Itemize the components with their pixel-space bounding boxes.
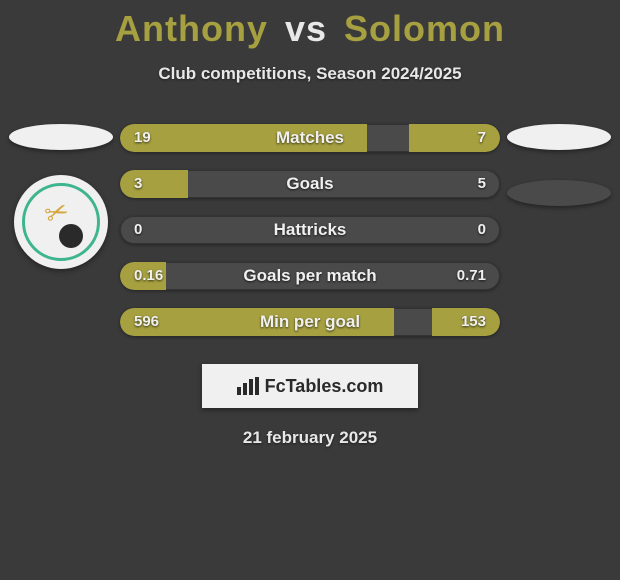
stat-label: Matches [120, 124, 500, 152]
player1-name: Anthony [115, 8, 268, 49]
stat-label: Hattricks [120, 216, 500, 244]
bar-chart-icon [237, 377, 259, 395]
club-logo-inner: ✂ [22, 183, 100, 261]
stat-label: Goals per match [120, 262, 500, 290]
stat-value-right: 7 [478, 124, 486, 152]
player1-avatar-oval [9, 124, 113, 150]
content-area: ✂ Matches19 7 Goals3 5 Hattricks0 0 Goals per … [0, 124, 620, 448]
subtitle: Club competitions, Season 2024/2025 [0, 64, 620, 84]
stat-value-left: 19 [134, 124, 151, 152]
stat-label: Goals [120, 170, 500, 198]
stat-row: Matches19 7 [120, 124, 500, 152]
brand-text: FcTables.com [265, 376, 384, 397]
stat-value-left: 0 [134, 216, 142, 244]
stat-row: Hattricks0 0 [120, 216, 500, 244]
player2-name: Solomon [344, 8, 505, 49]
stat-value-right: 0 [478, 216, 486, 244]
stat-label: Min per goal [120, 308, 500, 336]
right-avatar-column [504, 124, 614, 206]
stat-row: Goals3 5 [120, 170, 500, 198]
left-avatar-column: ✂ [6, 124, 116, 269]
player2-club-oval [507, 180, 611, 206]
comparison-title: Anthony vs Solomon [0, 0, 620, 50]
stat-bars: Matches19 7 Goals3 5 Hattricks0 0 Goals per ma… [120, 124, 500, 336]
date-label: 21 february 2025 [0, 428, 620, 448]
stat-value-left: 596 [134, 308, 159, 336]
player1-club-logo: ✂ [14, 175, 108, 269]
soccer-ball-icon [59, 224, 83, 248]
stat-row: Goals per match0.16 0.71 [120, 262, 500, 290]
stat-value-left: 0.16 [134, 262, 163, 290]
stat-value-right: 153 [461, 308, 486, 336]
brand-box: FcTables.com [202, 364, 418, 408]
stat-value-right: 0.71 [457, 262, 486, 290]
player2-avatar-oval [507, 124, 611, 150]
stat-row: Min per goal596 153 [120, 308, 500, 336]
stat-value-left: 3 [134, 170, 142, 198]
vs-separator: vs [285, 8, 327, 49]
stat-value-right: 5 [478, 170, 486, 198]
